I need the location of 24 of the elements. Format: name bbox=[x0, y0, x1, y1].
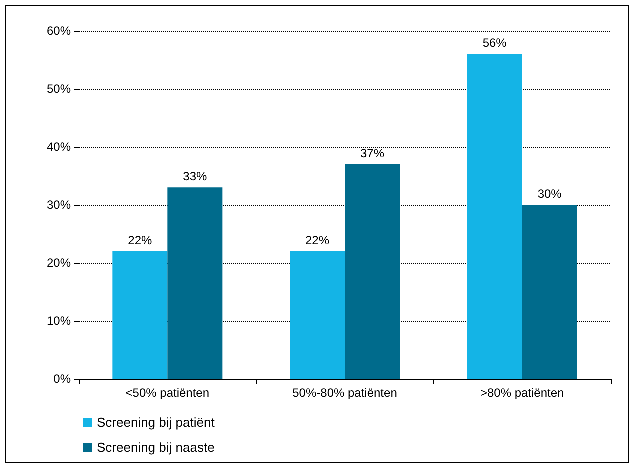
bar bbox=[345, 164, 400, 379]
data-label: 37% bbox=[360, 146, 385, 160]
data-label: 33% bbox=[183, 170, 208, 184]
y-tick-label: 60% bbox=[46, 24, 72, 38]
y-tick-label: 10% bbox=[46, 314, 72, 328]
x-tick-label: 50%-80% patiënten bbox=[292, 386, 398, 400]
legend-label: Screening bij naaste bbox=[97, 440, 215, 455]
y-tick-label: 20% bbox=[46, 256, 72, 270]
y-tick-label: 40% bbox=[46, 140, 72, 154]
x-tick-label: <50% patiënten bbox=[126, 386, 210, 400]
bar bbox=[467, 54, 522, 379]
data-label: 30% bbox=[538, 187, 562, 201]
bar bbox=[290, 251, 345, 379]
y-tick-label: 30% bbox=[46, 198, 72, 212]
bar bbox=[112, 251, 168, 379]
data-label: 56% bbox=[482, 36, 508, 50]
y-tick-label: 0% bbox=[54, 372, 72, 386]
data-label: 22% bbox=[128, 233, 152, 248]
x-tick-label: >80% patiënten bbox=[480, 386, 564, 400]
data-label: 22% bbox=[305, 233, 330, 248]
legend-label: Screening bij patiënt bbox=[97, 415, 216, 430]
bar bbox=[168, 188, 223, 379]
y-tick-label: 50% bbox=[46, 82, 72, 96]
bar bbox=[522, 205, 578, 379]
